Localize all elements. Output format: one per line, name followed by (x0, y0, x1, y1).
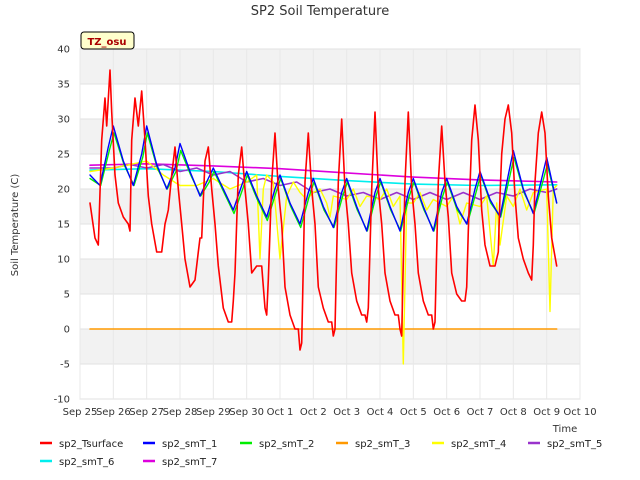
y-tick-label: 35 (57, 80, 70, 91)
x-tick-label: Sep 28 (163, 407, 198, 418)
y-tick-label: 15 (57, 220, 70, 231)
x-tick-label: Oct 1 (267, 407, 294, 418)
legend-label: sp2_smT_7 (162, 457, 217, 468)
series-line-sp2_smT_1 (89, 125, 558, 232)
plot-band (80, 329, 580, 364)
y-tick-label: 40 (57, 45, 70, 56)
legend-label: sp2_smT_5 (547, 439, 602, 450)
site-label-box: TZ_osu (80, 31, 135, 50)
legend-item-sp2_smT_5: sp2_smT_5 (528, 439, 602, 450)
y-tick-label: 30 (57, 115, 70, 126)
legend-item-sp2_smT_2: sp2_smT_2 (240, 439, 314, 450)
y-tick-label: -5 (60, 360, 70, 371)
site-label-background (80, 31, 135, 50)
series-layer (89, 69, 558, 365)
x-tick-label: Oct 7 (467, 407, 494, 418)
x-tick-label: Sep 29 (196, 407, 231, 418)
x-tick-label: Sep 26 (96, 407, 131, 418)
y-axis-label: Soil Temperature (C) (10, 174, 21, 277)
x-axis-label: Time (552, 424, 577, 435)
x-tick-label: Oct 9 (533, 407, 560, 418)
legend-item-sp2_smT_1: sp2_smT_1 (143, 439, 217, 450)
legend-label: sp2_smT_6 (59, 457, 114, 468)
x-tick-label: Sep 27 (129, 407, 164, 418)
x-tick-label: Oct 2 (300, 407, 327, 418)
y-tick-label: -10 (54, 395, 70, 406)
plot-band (80, 294, 580, 329)
legend-item-sp2_smT_4: sp2_smT_4 (432, 439, 506, 450)
x-tick-label: Oct 3 (333, 407, 360, 418)
y-axis-ticks: -10 -5 0 5 10 15 20 25 30 35 40 (54, 45, 70, 406)
y-tick-label: 0 (64, 325, 70, 336)
plot-band (80, 49, 580, 84)
x-tick-label: Oct 8 (500, 407, 527, 418)
legend-label: sp2_Tsurface (59, 439, 123, 450)
y-tick-label: 25 (57, 150, 70, 161)
legend-label: sp2_smT_2 (259, 439, 314, 450)
y-tick-label: 5 (64, 290, 70, 301)
series-line-sp2_Tsurface (89, 69, 558, 351)
plot-band (80, 84, 580, 119)
x-tick-label: Oct 4 (367, 407, 394, 418)
y-tick-label: 10 (57, 255, 70, 266)
legend: sp2_Tsurface sp2_smT_1 sp2_smT_2 sp2_smT_3 s… (40, 439, 602, 468)
legend-item-sp2_Tsurface: sp2_Tsurface (40, 439, 123, 450)
x-tick-label: Oct 5 (400, 407, 427, 418)
x-tick-label: Sep 30 (229, 407, 264, 418)
x-tick-label: Sep 25 (63, 407, 98, 418)
legend-item-sp2_smT_3: sp2_smT_3 (336, 439, 410, 450)
plot-band (80, 259, 580, 294)
site-label: TZ_osu (87, 37, 126, 48)
x-tick-label: Oct 10 (563, 407, 596, 418)
plot-band (80, 364, 580, 399)
y-tick-label: 20 (57, 185, 70, 196)
legend-label: sp2_smT_4 (451, 439, 506, 450)
series-line-sp2_smT_7 (89, 163, 558, 183)
legend-item-sp2_smT_7: sp2_smT_7 (143, 457, 217, 468)
x-tick-label: Oct 6 (433, 407, 460, 418)
legend-label: sp2_smT_1 (162, 439, 217, 450)
chart-title: SP2 Soil Temperature (251, 4, 389, 19)
legend-label: sp2_smT_3 (355, 439, 410, 450)
legend-item-sp2_smT_6: sp2_smT_6 (40, 457, 114, 468)
plot-band (80, 119, 580, 154)
